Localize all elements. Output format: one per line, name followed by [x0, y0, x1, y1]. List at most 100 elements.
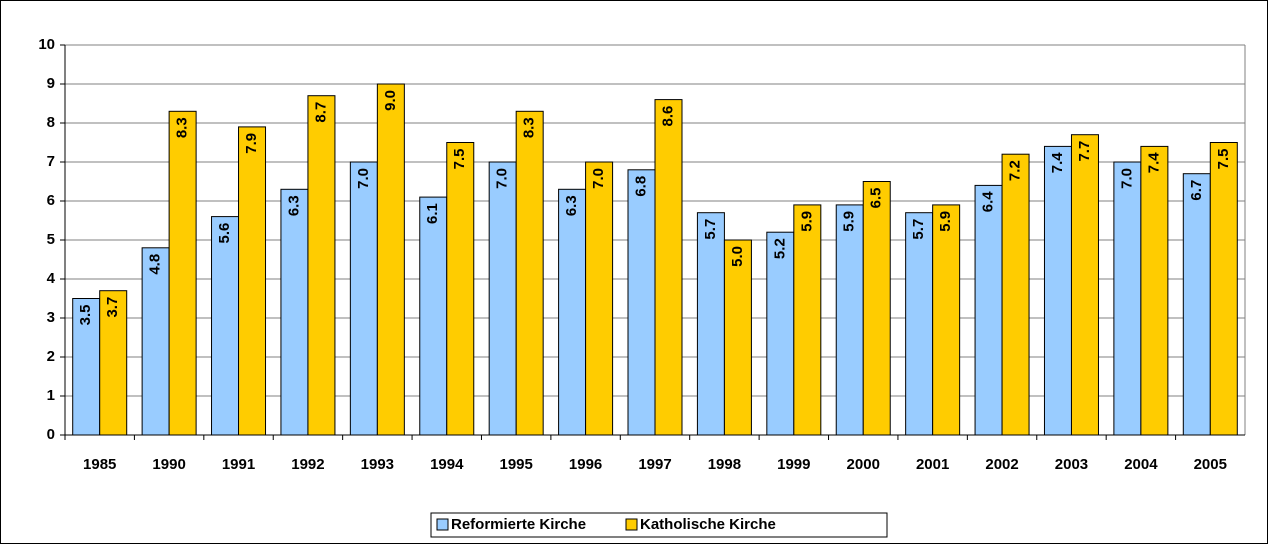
data-label: 8.7	[312, 102, 329, 123]
x-tick-label: 2001	[916, 456, 949, 473]
bar	[654, 99, 683, 436]
data-label: 5.6	[216, 223, 233, 244]
bar	[238, 126, 267, 436]
data-label: 7.5	[451, 149, 468, 170]
x-tick-label: 2005	[1194, 456, 1227, 473]
x-tick-label: 1998	[708, 456, 741, 473]
x-tick-label: 1993	[361, 456, 394, 473]
bar	[766, 231, 795, 436]
bar	[211, 216, 240, 436]
data-label: 7.9	[243, 133, 260, 154]
bar	[1113, 161, 1142, 436]
bar	[1070, 134, 1099, 436]
data-label: 5.9	[841, 211, 858, 232]
x-tick-label: 2002	[985, 456, 1018, 473]
x-tick-label: 1997	[638, 456, 671, 473]
bar	[349, 161, 378, 436]
bar	[723, 239, 752, 436]
bar	[307, 95, 336, 436]
legend-swatch	[625, 518, 638, 531]
y-tick-label: 3	[47, 309, 55, 326]
bar	[932, 204, 961, 436]
data-label: 5.7	[702, 219, 719, 240]
bar	[862, 181, 891, 436]
data-label: 7.7	[1076, 141, 1093, 162]
bar	[974, 184, 1003, 436]
y-tick-label: 10	[38, 36, 55, 53]
bar	[168, 110, 197, 436]
data-label: 5.2	[771, 238, 788, 259]
bar	[835, 204, 864, 436]
bar	[1140, 145, 1169, 436]
y-tick-label: 1	[47, 387, 55, 404]
data-label: 6.3	[285, 195, 302, 216]
data-label: 7.5	[1215, 149, 1232, 170]
legend-box	[430, 512, 888, 538]
data-label: 6.5	[868, 188, 885, 209]
data-label: 7.2	[1007, 160, 1024, 181]
y-tick-label: 6	[47, 192, 55, 209]
y-tick-label: 5	[47, 231, 55, 248]
bar	[696, 212, 725, 436]
data-label: 7.4	[1145, 152, 1162, 174]
bar	[558, 188, 587, 436]
x-tick-label: 2004	[1124, 456, 1158, 473]
x-tick-label: 2003	[1055, 456, 1088, 473]
bar	[585, 161, 614, 436]
y-tick-label: 4	[47, 270, 56, 287]
y-tick-label: 7	[47, 153, 55, 170]
bar	[446, 142, 475, 436]
legend-label: Katholische Kirche	[640, 516, 776, 533]
bar	[141, 247, 170, 436]
data-label: 5.7	[910, 219, 927, 240]
y-tick-label: 8	[47, 114, 55, 131]
y-tick-label: 9	[47, 75, 55, 92]
bar	[1209, 142, 1238, 436]
x-tick-label: 1991	[222, 456, 255, 473]
data-label: 5.0	[729, 246, 746, 267]
data-label: 5.9	[937, 211, 954, 232]
x-tick-label: 2000	[847, 456, 880, 473]
bar	[905, 212, 934, 436]
data-label: 7.0	[494, 168, 511, 189]
data-label: 8.6	[659, 106, 676, 127]
data-label: 3.5	[77, 305, 94, 326]
x-tick-label: 1999	[777, 456, 810, 473]
data-label: 6.8	[632, 176, 649, 197]
data-label: 8.3	[521, 117, 538, 138]
data-label: 3.7	[104, 297, 121, 318]
bar	[627, 169, 656, 436]
bar	[515, 110, 544, 436]
data-label: 7.0	[355, 168, 372, 189]
data-label: 8.3	[174, 117, 191, 138]
x-tick-label: 1985	[83, 456, 116, 473]
y-tick-label: 2	[47, 348, 55, 365]
bar	[1043, 145, 1072, 436]
data-label: 9.0	[382, 90, 399, 111]
x-tick-label: 1996	[569, 456, 602, 473]
x-tick-label: 1992	[291, 456, 324, 473]
data-label: 6.3	[563, 195, 580, 216]
data-label: 7.4	[1049, 152, 1066, 174]
bar	[280, 188, 309, 436]
x-tick-label: 1990	[152, 456, 185, 473]
bar	[793, 204, 822, 436]
y-tick-label: 0	[47, 426, 55, 443]
x-tick-label: 1994	[430, 456, 464, 473]
data-label: 6.7	[1188, 180, 1205, 201]
data-label: 5.9	[798, 211, 815, 232]
data-label: 7.0	[590, 168, 607, 189]
data-label: 6.4	[980, 191, 997, 213]
legend-swatch	[436, 518, 449, 531]
bar	[1182, 173, 1211, 436]
data-label: 6.1	[424, 203, 441, 224]
x-tick-label: 1995	[499, 456, 532, 473]
bar	[376, 83, 405, 436]
bar	[419, 196, 448, 436]
data-label: 7.0	[1118, 168, 1135, 189]
data-label: 4.8	[147, 254, 164, 275]
bar	[488, 161, 517, 436]
legend-label: Reformierte Kirche	[451, 516, 586, 533]
bar	[1001, 153, 1030, 436]
